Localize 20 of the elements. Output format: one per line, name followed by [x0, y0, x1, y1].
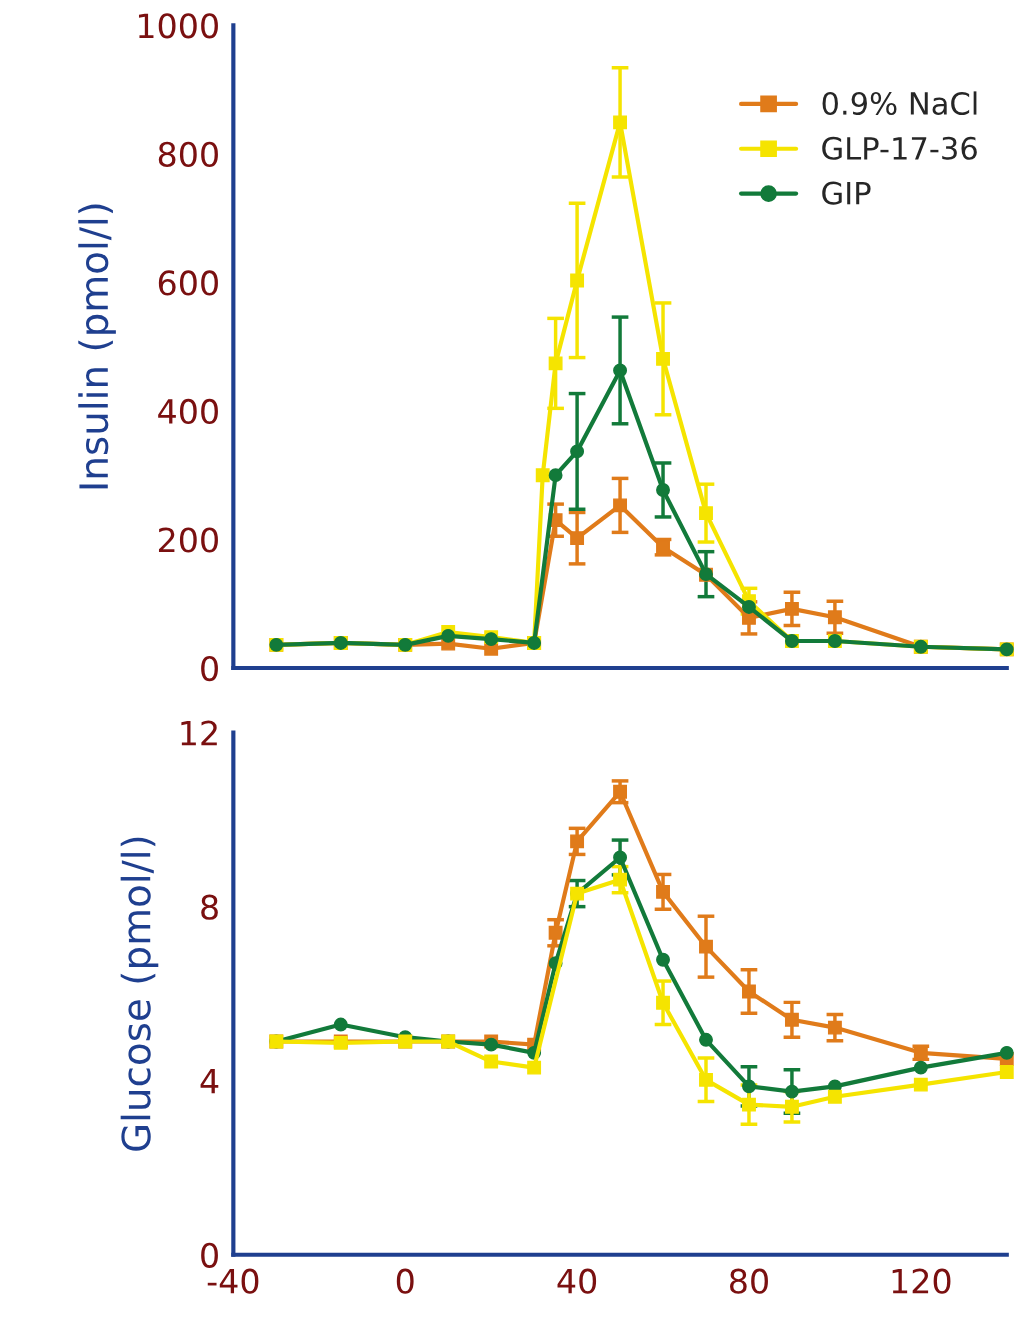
y-axis-title: Glucose (pmol/l) [120, 837, 159, 1151]
y-tick-label: 8 [201, 894, 218, 920]
x-tick-label: 40 [557, 1268, 597, 1294]
y-tick-label: 200 [158, 527, 218, 553]
y-tick-label: 4 [200, 1069, 219, 1094]
y-tick-label: 12 [181, 720, 217, 746]
x-tick-label: 0 [396, 1268, 414, 1294]
y-tick-label: 800 [158, 141, 218, 167]
y-tick-label: 600 [158, 270, 218, 296]
legend-label: GLP-17-36 [822, 136, 977, 160]
x-tick-label: 80 [730, 1268, 768, 1294]
y-tick-label: 0 [201, 655, 218, 682]
legend-label: 0.9% NaCl [822, 91, 977, 116]
y-tick-label: 1000 [138, 13, 218, 39]
x-tick-label: 120 [892, 1268, 951, 1294]
legend-label: GIP [822, 181, 871, 205]
x-tick-label: -40 [207, 1268, 259, 1294]
y-tick-label: 0 [201, 1242, 218, 1268]
y-axis-title: Insulin (pmol/l) [78, 204, 116, 489]
y-tick-label: 400 [158, 398, 218, 425]
